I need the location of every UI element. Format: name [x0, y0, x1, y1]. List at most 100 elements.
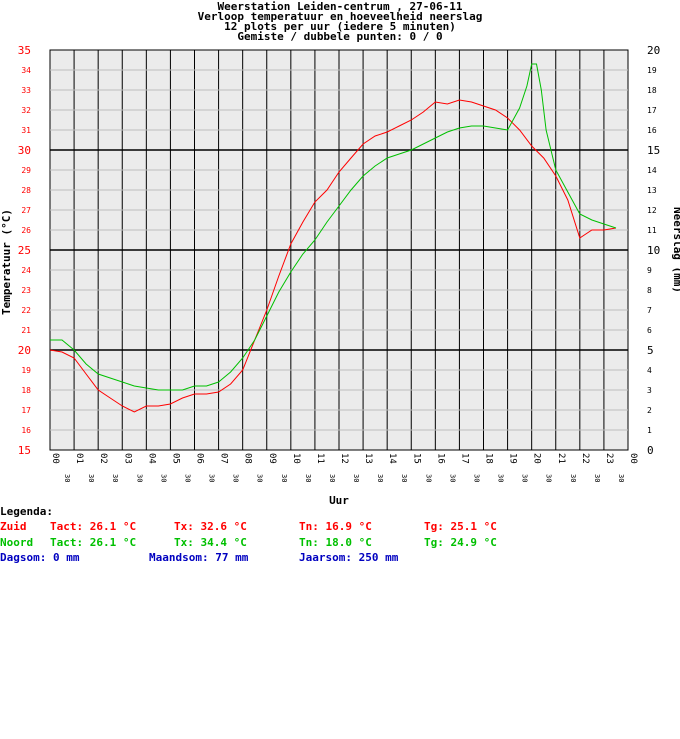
legend-maandsom: Maandsom: 77 mm — [149, 551, 249, 564]
y-tick-right: 0 — [647, 444, 654, 457]
x-tick-hour: 08 — [243, 453, 253, 464]
x-tick-half: 30 — [593, 474, 601, 482]
title-line-4: Gemiste / dubbele punten: 0 / 0 — [237, 30, 442, 43]
x-tick-hour: 06 — [195, 453, 205, 464]
y-tick-left: 31 — [21, 126, 31, 135]
y-tick-right: 9 — [647, 266, 652, 275]
y-tick-left: 16 — [21, 426, 31, 435]
series-lines — [49, 63, 617, 413]
x-tick-half: 30 — [497, 474, 505, 482]
legend-zuid-tg: Tg: 25.1 °C — [424, 520, 497, 533]
x-tick-hour: 23 — [604, 453, 614, 464]
x-tick-hour: 12 — [339, 453, 349, 464]
y-tick-left: 22 — [21, 306, 31, 315]
y-tick-right: 17 — [647, 106, 657, 115]
x-tick-half: 30 — [448, 474, 456, 482]
x-tick-hour: 19 — [508, 453, 518, 464]
x-tick-hour: 21 — [556, 453, 566, 464]
x-tick-hour: 02 — [98, 453, 108, 464]
x-tick-half: 30 — [328, 474, 336, 482]
y-tick-left: 29 — [21, 166, 31, 175]
y-tick-right: 3 — [647, 386, 652, 395]
x-tick-hour: 05 — [170, 453, 180, 464]
x-tick-half: 30 — [87, 474, 95, 482]
legend-jaarsom: Jaarsom: 250 mm — [299, 551, 399, 564]
x-tick-half: 30 — [111, 474, 119, 482]
x-tick-half: 30 — [472, 474, 480, 482]
y-tick-right: 8 — [647, 286, 652, 295]
x-tick-hour: 13 — [363, 453, 373, 464]
legend-zuid-tn: Tn: 16.9 °C — [299, 520, 372, 533]
x-tick-hour: 17 — [459, 453, 469, 464]
y-tick-right: 2 — [647, 406, 652, 415]
y-tick-left: 23 — [21, 286, 31, 295]
x-tick-half: 30 — [159, 474, 167, 482]
legend-noord-tx: Tx: 34.4 °C — [174, 536, 247, 549]
y-tick-left: 30 — [18, 144, 31, 157]
x-tick-half: 30 — [183, 474, 191, 482]
x-tick-hour: 09 — [267, 453, 277, 464]
y-tick-left: 28 — [21, 186, 31, 195]
grid — [50, 50, 628, 450]
y-tick-right: 12 — [647, 206, 657, 215]
y-tick-right: 14 — [647, 166, 657, 175]
legend-noord-tn: Tn: 18.0 °C — [299, 536, 372, 549]
y-tick-right: 1 — [647, 426, 652, 435]
x-tick-half: 30 — [545, 474, 553, 482]
x-tick-half: 30 — [424, 474, 432, 482]
x-tick-hour: 01 — [74, 453, 84, 464]
y-tick-left: 17 — [21, 406, 31, 415]
x-tick-hour: 07 — [219, 453, 229, 464]
x-tick-half: 30 — [280, 474, 288, 482]
title-line-3: 12 plots per uur (iedere 5 minuten) — [224, 20, 456, 33]
x-tick-hour: 22 — [580, 453, 590, 464]
y-tick-right: 18 — [647, 86, 657, 95]
y-tick-left: 34 — [21, 66, 31, 75]
series-line-noord — [50, 63, 617, 391]
x-tick-hour: 16 — [435, 453, 445, 464]
x-tick-half: 30 — [135, 474, 143, 482]
x-tick-hour: 00 — [628, 453, 638, 464]
x-tick-half: 30 — [569, 474, 577, 482]
y-tick-right: 5 — [647, 344, 654, 357]
x-tick-hour: 04 — [146, 453, 156, 464]
y-tick-left: 20 — [18, 344, 31, 357]
x-tick-half: 30 — [376, 474, 384, 482]
x-tick-hour: 14 — [387, 453, 397, 464]
y-tick-right: 19 — [647, 66, 657, 75]
x-tick-half: 30 — [208, 474, 216, 482]
legend-title: Legenda: — [0, 505, 53, 518]
y-tick-right: 15 — [647, 144, 660, 157]
y-tick-left: 26 — [21, 226, 31, 235]
legend-zuid-name: Zuid — [0, 520, 27, 533]
x-tick-hour: 10 — [291, 453, 301, 464]
y-tick-right: 10 — [647, 244, 660, 257]
legend-noord-tact: Tact: 26.1 °C — [50, 536, 137, 549]
x-tick-half: 30 — [63, 474, 71, 482]
x-tick-half: 30 — [617, 474, 625, 482]
title-line-2: Verloop temperatuur en hoeveelheid neers… — [198, 10, 483, 23]
y-tick-left: 35 — [18, 44, 31, 57]
series-line-zuid — [49, 99, 617, 413]
y-tick-right: 6 — [647, 326, 652, 335]
y-tick-right: 16 — [647, 126, 657, 135]
y-tick-left: 32 — [21, 106, 31, 115]
x-tick-hour: 20 — [532, 453, 542, 464]
temperature-chart: Weerstation Leiden-centrum , 27-06-11 Ve… — [0, 0, 680, 505]
y-tick-right: 7 — [647, 306, 652, 315]
y-tick-left: 25 — [18, 244, 31, 257]
legend-dagsom: Dagsom: 0 mm — [0, 551, 80, 564]
x-tick-hour: 00 — [50, 453, 60, 464]
x-tick-half: 30 — [521, 474, 529, 482]
y-axis-right-label: Neerslag (mm) — [671, 207, 680, 293]
y-tick-right: 4 — [647, 366, 652, 375]
y-tick-left: 27 — [21, 206, 31, 215]
x-tick-half: 30 — [352, 474, 360, 482]
x-tick-hour: 18 — [484, 453, 494, 464]
y-tick-right: 13 — [647, 186, 657, 195]
y-axis-left-label: Temperatuur (°C) — [0, 209, 13, 315]
x-tick-hour: 11 — [315, 453, 325, 464]
y-tick-left: 19 — [21, 366, 31, 375]
legend-zuid-tx: Tx: 32.6 °C — [174, 520, 247, 533]
y-tick-right: 11 — [647, 226, 657, 235]
